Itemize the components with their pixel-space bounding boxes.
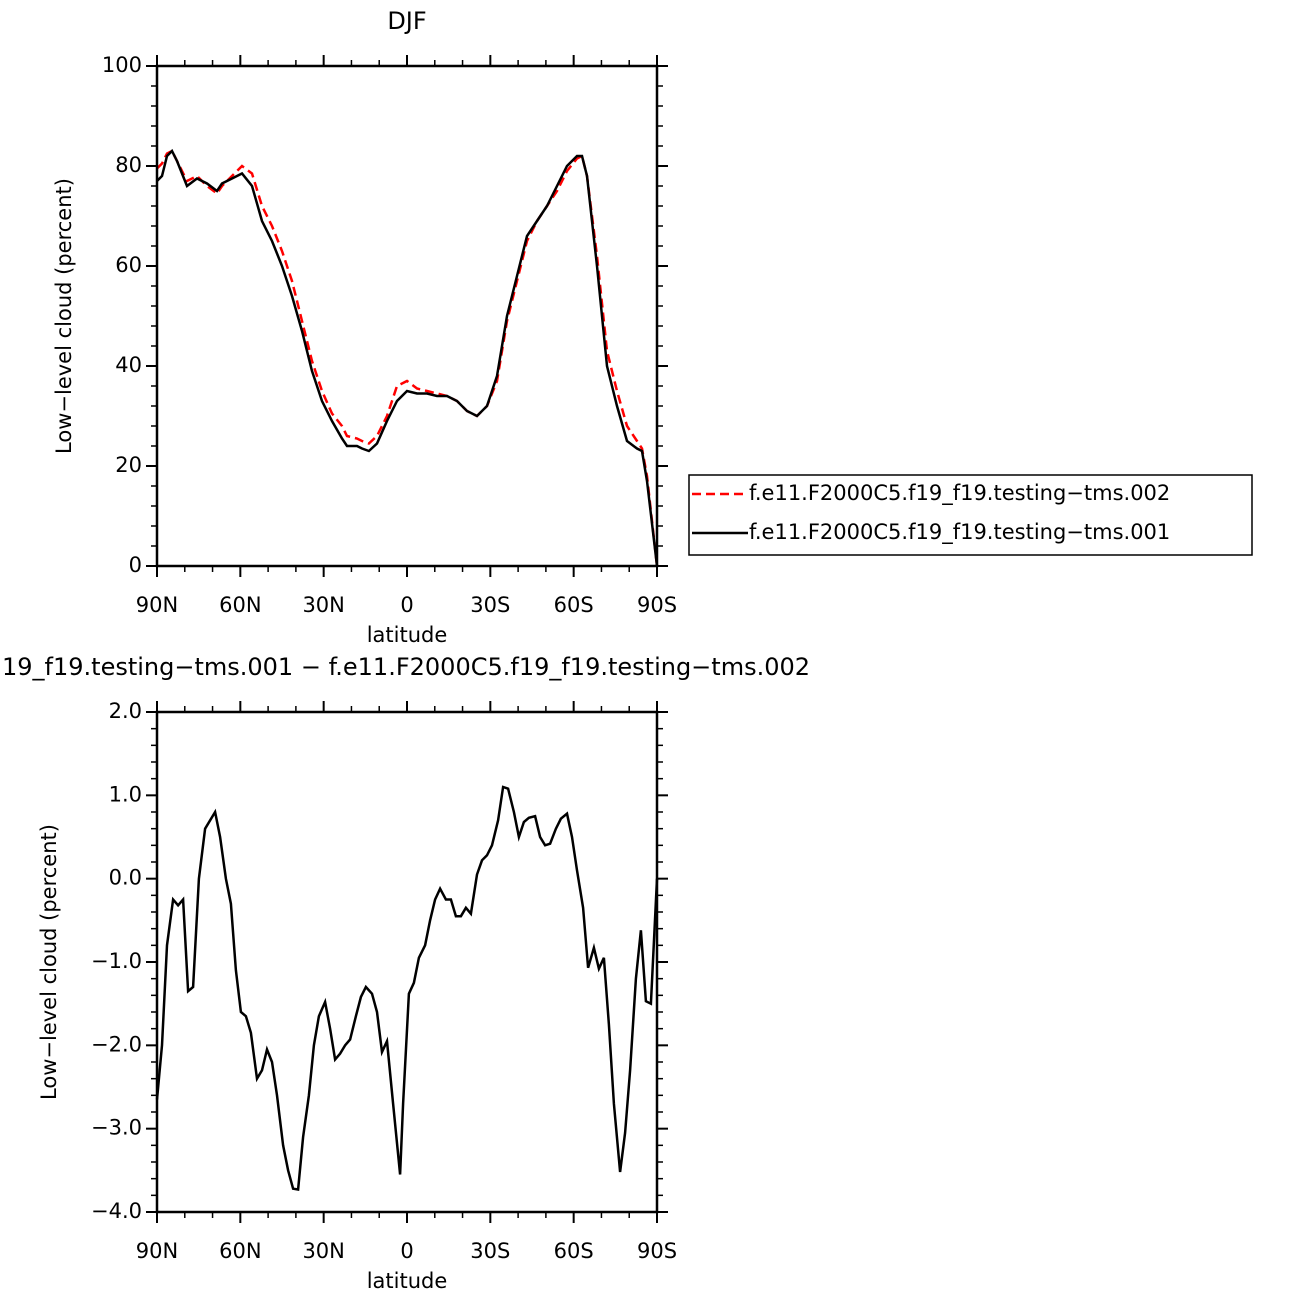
- y-tick-label: 0: [129, 553, 142, 577]
- data-line: [155, 785, 659, 1191]
- x-tick-label: 60S: [554, 1239, 594, 1263]
- y-tick-label: 100: [102, 53, 142, 77]
- y-tick-label: 2.0: [109, 699, 142, 723]
- y-tick-label: 60: [115, 253, 142, 277]
- legend-label: f.e11.F2000C5.f19_f19.testing−tms.001: [749, 520, 1170, 545]
- legend-label: f.e11.F2000C5.f19_f19.testing−tms.002: [749, 481, 1170, 506]
- y-tick-label: −2.0: [91, 1032, 142, 1056]
- x-tick-label: 30S: [470, 1239, 510, 1263]
- x-tick-label: 90S: [637, 1239, 677, 1263]
- legend-box: [688, 474, 1253, 556]
- x-tick-label: 30S: [470, 593, 510, 617]
- chart-title: DJF: [387, 7, 426, 35]
- x-tick-label: 60N: [219, 1239, 261, 1263]
- y-tick-label: 80: [115, 153, 142, 177]
- x-axis-label: latitude: [367, 623, 448, 647]
- x-tick-label: 0: [400, 1239, 413, 1263]
- plot-frame: [155, 64, 659, 568]
- y-tick-label: −3.0: [91, 1116, 142, 1140]
- y-tick-label: 40: [115, 353, 142, 377]
- x-tick-label: 60S: [554, 593, 594, 617]
- x-tick-label: 90N: [136, 593, 178, 617]
- data-line: [156, 149, 659, 567]
- x-tick-label: 30N: [302, 1239, 344, 1263]
- y-tick-label: 20: [115, 453, 142, 477]
- y-tick-label: −1.0: [91, 949, 142, 973]
- y-tick-label: 0.0: [109, 866, 142, 890]
- x-tick-label: 90S: [637, 593, 677, 617]
- plot-frame: [155, 710, 659, 1214]
- y-tick-label: 1.0: [109, 782, 142, 806]
- chart-title: 19_f19.testing−tms.001 − f.e11.F2000C5.f…: [2, 653, 810, 681]
- x-tick-label: 60N: [219, 593, 261, 617]
- data-line: [156, 148, 659, 567]
- x-tick-label: 0: [400, 593, 413, 617]
- x-tick-label: 30N: [302, 593, 344, 617]
- y-axis-label: Low−level cloud (percent): [52, 178, 76, 454]
- x-tick-label: 90N: [136, 1239, 178, 1263]
- x-axis-label: latitude: [367, 1269, 448, 1293]
- y-axis-label: Low−level cloud (percent): [37, 824, 61, 1100]
- y-tick-label: −4.0: [91, 1199, 142, 1223]
